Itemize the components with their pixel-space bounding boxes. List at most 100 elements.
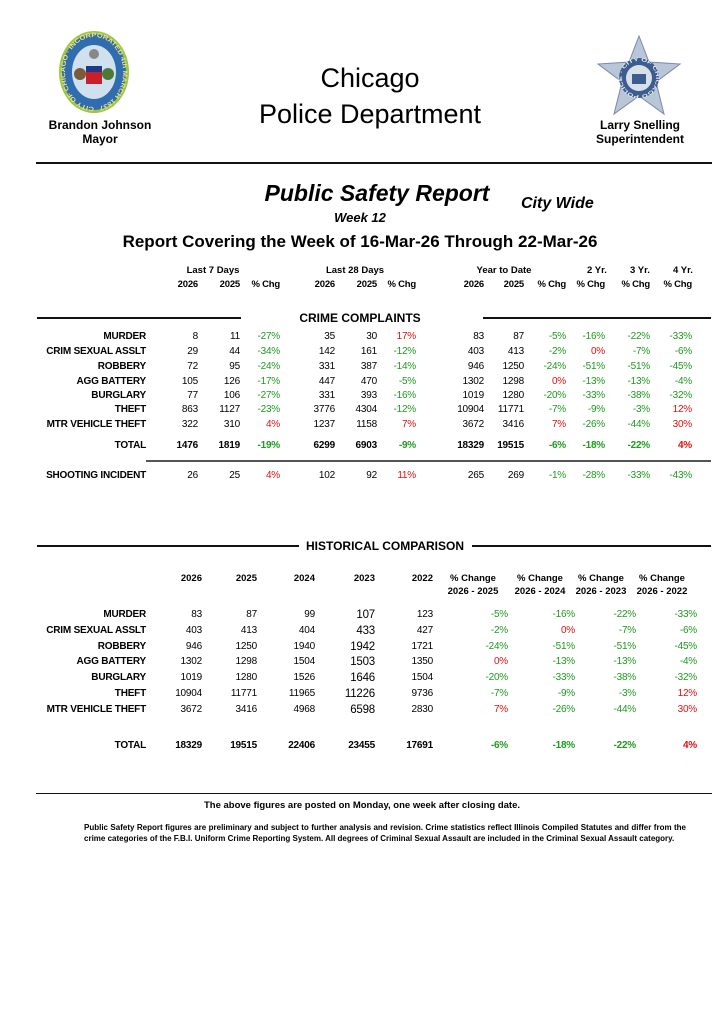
count-cell: 1302	[180, 656, 203, 667]
count-cell: 106	[223, 390, 240, 401]
count-cell: 433	[356, 625, 375, 637]
column-header: 2026	[152, 572, 202, 585]
count-cell: 1350	[411, 656, 434, 667]
count-cell: 123	[416, 609, 433, 620]
percent-change-cell: -7%	[548, 404, 566, 415]
count-cell: 83	[473, 331, 484, 342]
group-header: 3 Yr.	[630, 265, 650, 276]
percent-change-cell: -26%	[582, 419, 605, 430]
percent-change-cell: 12%	[677, 688, 698, 699]
count-cell: 11226	[344, 688, 375, 700]
disclaimer: Public Safety Report figures are prelimi…	[84, 823, 686, 843]
percent-change-cell: -13%	[552, 656, 575, 667]
column-header: 2025	[207, 572, 257, 585]
percent-change-cell: -14%	[393, 361, 416, 372]
count-cell: 447	[318, 376, 335, 387]
percent-change-cell: -4%	[674, 376, 692, 387]
row-label: MURDER	[103, 609, 146, 620]
row-label: AGG BATTERY	[76, 656, 147, 667]
percent-change-cell: -19%	[257, 440, 280, 451]
percent-change-cell: -1%	[548, 470, 566, 481]
percent-change-cell: -33%	[674, 609, 697, 620]
posting-note: The above figures are posted on Monday, …	[203, 800, 521, 811]
count-cell: 2830	[411, 704, 434, 715]
count-cell: 87	[513, 331, 524, 342]
count-cell: 11965	[288, 688, 315, 699]
column-header-line: % Change	[517, 573, 563, 584]
percent-change-cell: -9%	[587, 404, 605, 415]
count-cell: 1504	[293, 656, 316, 667]
column-header: 2024	[265, 572, 315, 585]
count-cell: 11	[230, 331, 240, 342]
count-cell: 9736	[411, 688, 434, 699]
percent-change-cell: -18%	[552, 740, 575, 751]
percent-change-cell: -6%	[679, 625, 697, 636]
mayor-name: Brandon Johnson	[48, 118, 152, 132]
percent-change-cell: -33%	[582, 390, 605, 401]
row-label: CRIM SEXUAL ASSLT	[46, 346, 146, 357]
count-cell: 331	[318, 361, 335, 372]
historical-comparison-heading: HISTORICAL COMPARISON	[305, 539, 464, 553]
count-cell: 99	[304, 609, 315, 620]
count-cell: 6299	[313, 440, 336, 451]
count-cell: 18329	[175, 740, 202, 751]
percent-change-cell: -32%	[669, 390, 692, 401]
count-cell: 1250	[235, 641, 258, 652]
percent-change-cell: -16%	[582, 331, 605, 342]
percent-change-cell: -2%	[548, 346, 566, 357]
count-cell: 1940	[293, 641, 316, 652]
percent-change-cell: 11%	[397, 470, 416, 481]
count-cell: 142	[318, 346, 335, 357]
percent-change-cell: -13%	[613, 656, 636, 667]
column-header: 2022	[383, 572, 433, 585]
percent-change-cell: -22%	[613, 740, 636, 751]
row-label: TOTAL	[114, 740, 147, 751]
count-cell: 26	[187, 470, 198, 481]
group-header: Year to Date	[476, 265, 532, 276]
percent-change-cell: -7%	[618, 625, 636, 636]
percent-change-cell: -51%	[552, 641, 575, 652]
section-rule-left	[37, 317, 241, 319]
count-cell: 3672	[180, 704, 203, 715]
count-cell: 1019	[180, 672, 203, 683]
percent-change-cell: -33%	[627, 470, 650, 481]
percent-change-cell: 7%	[401, 419, 416, 430]
historical-rule-left	[37, 545, 299, 547]
count-cell: 863	[181, 404, 198, 415]
count-cell: 1158	[356, 419, 377, 430]
row-label: BURGLARY	[91, 672, 146, 683]
count-cell: 403	[467, 346, 484, 357]
column-header: 2026	[177, 279, 199, 290]
percent-change-cell: -2%	[490, 625, 508, 636]
percent-change-cell: -28%	[582, 470, 605, 481]
percent-change-cell: -13%	[627, 376, 650, 387]
percent-change-cell: 0%	[551, 376, 566, 387]
count-cell: 427	[416, 625, 433, 636]
count-cell: 1504	[411, 672, 434, 683]
count-cell: 3416	[502, 419, 525, 430]
percent-change-cell: 0%	[590, 346, 605, 357]
count-cell: 3672	[462, 419, 485, 430]
percent-change-cell: -12%	[393, 404, 416, 415]
report-week: Week 12	[334, 210, 386, 225]
percent-change-cell: -51%	[627, 361, 650, 372]
count-cell: 6903	[355, 440, 378, 451]
count-cell: 1280	[235, 672, 258, 683]
count-cell: 413	[507, 346, 524, 357]
percent-change-cell: 7%	[551, 419, 566, 430]
percent-change-cell: 4%	[677, 440, 692, 451]
percent-change-cell: -20%	[543, 390, 566, 401]
percent-change-cell: -27%	[257, 390, 280, 401]
column-header: % Change 2026 - 2023	[566, 572, 636, 598]
percent-change-cell: -24%	[543, 361, 566, 372]
percent-change-cell: -44%	[627, 419, 650, 430]
count-cell: 72	[187, 361, 198, 372]
count-cell: 10904	[457, 404, 484, 415]
percent-change-cell: -51%	[613, 641, 636, 652]
count-cell: 1819	[218, 440, 241, 451]
percent-change-cell: 17%	[396, 331, 417, 342]
percent-change-cell: -17%	[257, 376, 280, 387]
count-cell: 1476	[176, 440, 199, 451]
percent-change-cell: -12%	[393, 346, 416, 357]
count-cell: 83	[191, 609, 202, 620]
